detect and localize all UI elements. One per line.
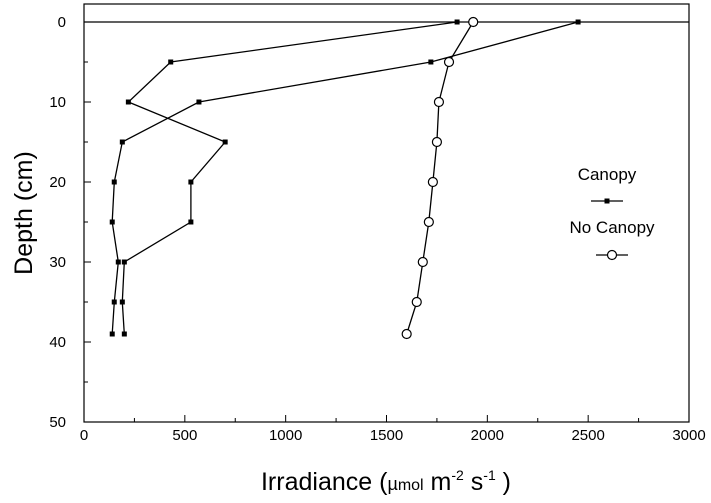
y-tick-label: 30: [49, 254, 66, 271]
legend-marker: [606, 249, 618, 261]
y-axis: 0 10 20 30 40 50: [49, 14, 91, 431]
data-point-no-canopy: [411, 296, 422, 308]
y-tick-label: 10: [49, 94, 66, 111]
data-point-no-canopy: [433, 96, 445, 108]
x-axis-title-main: Irradiance (: [261, 468, 388, 496]
data-point-canopy: [188, 179, 194, 185]
data-point-canopy: [121, 331, 127, 337]
data-point-canopy: [196, 99, 202, 105]
data-point-no-canopy: [417, 256, 428, 268]
x-tick-label: 1500: [370, 427, 403, 444]
x-axis-unit-mol: mol: [398, 477, 424, 494]
data-point-no-canopy: [423, 216, 434, 228]
x-axis-unit-s: s: [464, 468, 483, 496]
legend-marker: [604, 198, 610, 204]
y-tick-label: 20: [49, 174, 66, 191]
data-point-no-canopy: [431, 136, 443, 148]
data-point-canopy: [121, 259, 127, 265]
series-layer: [109, 16, 581, 340]
legend-label-canopy: Canopy: [578, 165, 637, 184]
data-point-canopy: [168, 59, 174, 65]
x-axis-unit-m-exponent: -2: [451, 467, 464, 483]
data-point-canopy: [222, 139, 228, 145]
series-canopy: [109, 19, 581, 337]
x-axis-title-close: ): [496, 468, 511, 496]
x-tick-label: 2000: [471, 427, 504, 444]
y-tick-label: 50: [49, 414, 66, 431]
data-point-no-canopy: [443, 56, 455, 68]
legend-label-no-canopy: No Canopy: [569, 218, 655, 237]
data-point-canopy: [109, 331, 115, 337]
data-point-canopy: [119, 139, 125, 145]
data-point-no-canopy: [401, 328, 412, 340]
x-tick-label: 2500: [571, 427, 604, 444]
data-point-canopy: [119, 299, 125, 305]
x-tick-label: 500: [172, 427, 197, 444]
data-point-canopy: [575, 19, 581, 25]
legend-sample-no-canopy: [596, 249, 628, 261]
data-point-canopy: [111, 179, 117, 185]
series-line-canopy: [111, 21, 579, 335]
data-point-canopy: [188, 219, 194, 225]
x-tick-label: 3000: [672, 427, 705, 444]
x-axis-unit-m: m: [424, 468, 452, 496]
series-line-no-canopy: [406, 21, 474, 335]
legend-sample-canopy: [591, 198, 623, 204]
series-line-canopy: [121, 21, 458, 335]
x-axis: 0 500 1000 1500 2000 2500 3000: [80, 415, 706, 444]
x-axis-title: Irradiance (µmol m-2 s-1 ): [261, 467, 511, 496]
legend: Canopy No Canopy: [569, 165, 655, 261]
x-axis-unit-mu: µ: [387, 474, 397, 494]
data-point-canopy: [109, 219, 115, 225]
x-axis-unit-s-exponent: -1: [483, 467, 496, 483]
plot-frame: [83, 3, 690, 423]
y-axis-title: Depth (cm): [10, 151, 38, 275]
data-point-canopy: [428, 59, 434, 65]
data-point-no-canopy: [427, 176, 438, 188]
data-point-canopy: [454, 19, 460, 25]
x-tick-label: 0: [80, 427, 88, 444]
data-point-no-canopy: [468, 16, 479, 28]
x-tick-label: 1000: [269, 427, 302, 444]
y-tick-label: 0: [58, 14, 66, 31]
data-point-canopy: [115, 259, 121, 265]
data-point-canopy: [125, 99, 131, 105]
series-no-canopy: [401, 16, 479, 340]
data-point-canopy: [111, 299, 117, 305]
y-tick-label: 40: [49, 334, 66, 351]
